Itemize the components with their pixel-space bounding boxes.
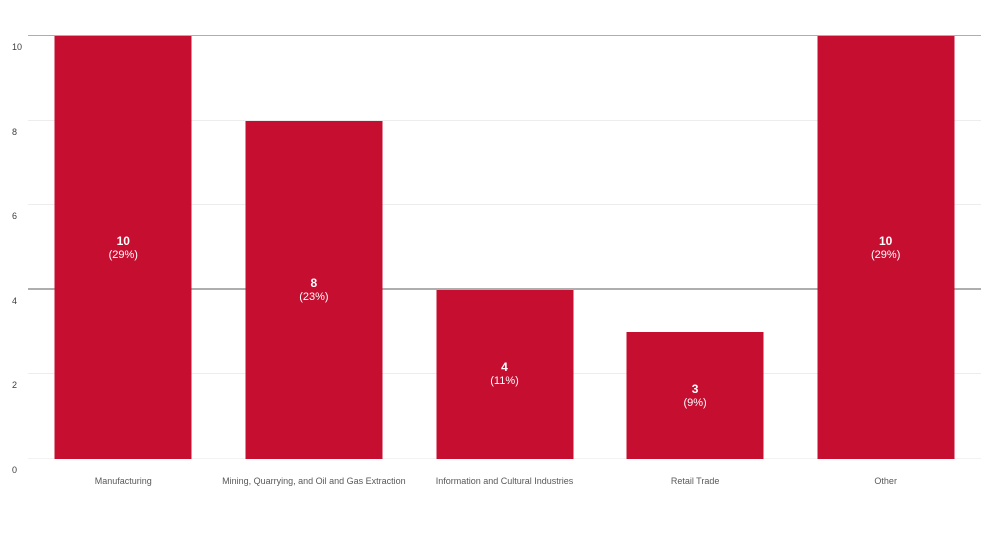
bar-label: 8 (23%) bbox=[299, 276, 328, 304]
bar[interactable]: 4 (11%) bbox=[436, 289, 573, 459]
y-tick-label: 2 bbox=[12, 380, 18, 391]
x-category-label: Retail Trade bbox=[670, 476, 720, 486]
bar-value-label: 4 bbox=[501, 360, 508, 375]
bar-value-label: 8 bbox=[310, 275, 318, 290]
bar-value-label: 3 bbox=[691, 381, 699, 396]
x-category-label: Other bbox=[874, 476, 897, 486]
bar-percent-label: (29%) bbox=[108, 248, 138, 261]
bar-label: 10 (29%) bbox=[109, 234, 138, 262]
y-tick-label: 4 bbox=[12, 295, 18, 306]
bar-percent-label: (23%) bbox=[299, 290, 329, 303]
bar-percent-label: (11%) bbox=[490, 375, 519, 388]
bar-value-label: 10 bbox=[116, 233, 130, 248]
bar-label: 3 (9%) bbox=[683, 382, 706, 410]
x-axis: Manufacturing Mining, Quarrying, and Oil … bbox=[28, 475, 981, 489]
gridline bbox=[28, 288, 981, 290]
bar-label: 10 (29%) bbox=[871, 234, 900, 262]
y-tick-label: 6 bbox=[12, 211, 18, 222]
bar-percent-label: (29%) bbox=[871, 248, 901, 261]
bar-percent-label: (9%) bbox=[683, 396, 707, 409]
x-category-label: Information and Cultural Industries bbox=[435, 476, 574, 486]
bar[interactable]: 3 (9%) bbox=[626, 332, 764, 459]
y-tick-label: 10 bbox=[12, 42, 23, 52]
bar-value-label: 10 bbox=[879, 233, 893, 248]
y-tick-label: 8 bbox=[12, 126, 18, 137]
x-category-label: Manufacturing bbox=[94, 476, 152, 486]
plot-area: 10 (29%) 8 (23%) 4 (11%) 3 (9%) 10 (29%) bbox=[28, 34, 981, 459]
bar-label: 4 (11%) bbox=[490, 360, 519, 388]
gridline bbox=[28, 204, 981, 206]
y-tick-label: 0 bbox=[12, 465, 18, 475]
bar[interactable]: 8 (23%) bbox=[245, 120, 383, 459]
bar[interactable]: 10 (29%) bbox=[54, 36, 192, 459]
gridline bbox=[28, 34, 981, 36]
bar[interactable]: 10 (29%) bbox=[817, 36, 955, 459]
gridline bbox=[28, 119, 981, 121]
y-axis: 0 2 4 6 8 10 bbox=[0, 36, 26, 475]
x-category-label: Mining, Quarrying, and Oil and Gas Extra… bbox=[222, 476, 406, 486]
